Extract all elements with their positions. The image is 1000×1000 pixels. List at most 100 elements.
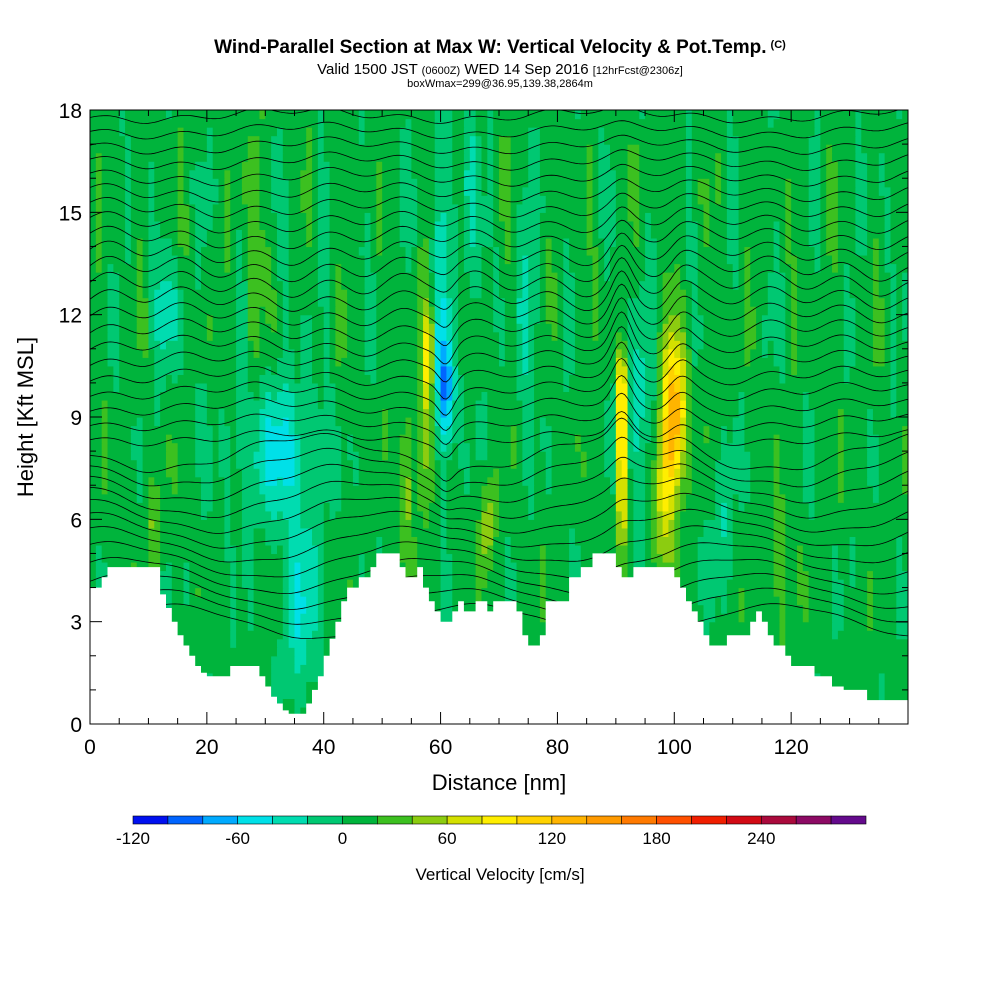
w-cell [785,536,851,546]
w-cell [849,365,892,375]
w-cell [212,434,220,444]
w-cell [130,186,150,196]
w-cell [563,314,576,324]
w-cell [458,442,471,452]
w-cell [446,468,465,478]
w-cell [376,357,418,367]
w-cell [469,289,483,299]
w-cell [896,596,908,606]
w-cell [726,195,740,205]
w-cell [545,485,553,495]
w-cell [434,178,453,188]
w-cell [662,348,670,358]
w-cell [662,408,670,418]
w-cell [434,263,448,273]
w-cell [504,306,518,316]
w-cell [236,604,249,614]
w-cell [405,425,412,435]
w-cell [90,169,97,179]
w-cell [896,331,903,341]
w-cell [668,527,675,537]
w-cell [259,408,296,418]
w-cell [347,348,366,358]
w-cell [703,434,710,444]
w-cell [645,459,652,469]
w-cell [726,178,740,188]
w-cell [750,357,775,367]
w-cell [510,144,529,154]
w-cell [276,289,284,299]
w-cell [165,382,196,393]
w-cell [440,417,453,427]
w-cell [867,203,886,213]
theta-contour [90,326,908,383]
w-cell [236,579,243,589]
w-cell [347,451,360,461]
w-cell [177,161,185,171]
w-cell [884,229,892,239]
w-cell [230,638,237,648]
w-cell [516,613,541,623]
w-cell [241,502,266,512]
w-cell [802,544,833,555]
w-cell [142,425,196,435]
w-cell [469,476,488,486]
w-cell [832,596,845,606]
w-cell [469,152,477,162]
w-cell [107,348,120,358]
w-cell [323,152,401,162]
w-cell [598,314,629,324]
w-cell [703,630,710,640]
w-cell [802,399,810,410]
w-cell [171,579,185,589]
w-cell [90,127,120,137]
w-cell [177,468,196,478]
w-cell [177,237,190,248]
w-cell [773,340,786,350]
w-cell [475,161,483,171]
w-cell [265,237,278,248]
w-cell [230,596,237,606]
w-cell [218,186,225,196]
w-cell [750,493,775,503]
w-cell [499,502,529,512]
w-cell [364,561,377,572]
w-cell [154,408,161,418]
w-cell [434,306,442,316]
w-cell [627,417,634,427]
w-cell [288,553,319,563]
w-cell [452,127,465,137]
w-cell [872,263,880,273]
w-cell [493,306,506,316]
w-cell [796,323,845,333]
w-cell [615,442,629,452]
w-cell [814,118,821,128]
w-cell [685,417,693,427]
w-cell [680,519,705,529]
w-cell [136,417,144,427]
w-cell [142,459,167,469]
w-cell [493,297,506,307]
w-cell [463,203,471,213]
w-cell [872,348,886,358]
w-cell [224,502,231,512]
w-cell [329,323,336,333]
w-cell [101,399,109,410]
w-cell [487,135,494,145]
w-cell [399,519,412,529]
w-cell [247,203,261,213]
w-cell [598,263,605,273]
w-cell [411,434,418,444]
w-cell [796,357,845,367]
w-cell [820,152,827,162]
w-cell [265,417,272,427]
w-cell [843,340,857,350]
w-cell [364,289,377,299]
w-cell [662,340,670,350]
w-cell [680,510,716,520]
w-cell [271,391,278,401]
w-cell [604,417,617,427]
w-cell [645,229,652,239]
w-cell [604,272,611,282]
w-cell [539,613,547,623]
